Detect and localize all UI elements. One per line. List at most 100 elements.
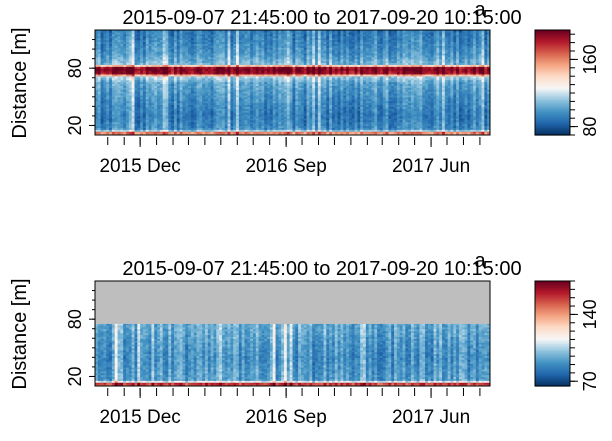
heatmap-cell [171,77,175,81]
heatmap-cell [95,77,99,81]
heatmap-cell [111,129,116,132]
heatmap-cell [326,73,330,77]
heatmap-cell [284,64,288,67]
heatmap-cell [241,100,246,104]
heatmap-cell [284,114,288,117]
heatmap-cell [238,129,243,132]
heatmap-cell [275,85,279,88]
heatmap-cell [95,39,99,43]
heatmap-cell [137,33,141,37]
heatmap-cell [281,83,285,86]
heatmap-cell [216,121,220,125]
heatmap-cell [300,125,305,128]
heatmap-cell [137,112,141,115]
heatmap-cell [241,89,246,92]
heatmap-cell [332,89,336,92]
heatmap-cell [303,64,308,67]
heatmap-cell [106,43,110,46]
heatmap-cell [247,47,251,50]
heatmap-cell [238,121,243,125]
heatmap-cell [140,119,144,123]
heatmap-cell [340,39,344,43]
heatmap-cell [236,37,240,41]
heatmap-cell [233,37,237,41]
heatmap-cell [250,77,254,81]
heatmap-cell [221,133,226,135]
heatmap-cell [224,115,229,119]
heatmap-cell [306,73,311,77]
heatmap-cell [111,112,116,115]
heatmap-cell [269,133,274,135]
heatmap-cell [292,129,296,132]
heatmap-cell [292,33,296,37]
heatmap-cell [320,131,325,134]
heatmap-cell [337,131,342,134]
heatmap-cell [292,96,296,100]
heatmap-cell [317,93,322,96]
heatmap-cell [188,39,192,43]
heatmap-cell [157,43,161,46]
heatmap-cell [123,41,127,44]
heatmap-cell [261,66,265,69]
heatmap-cell [176,91,181,94]
heatmap-cell [258,110,263,113]
heatmap-cell [281,87,285,90]
heatmap-cell [154,73,158,77]
heatmap-cell [202,66,206,69]
heatmap-cell [298,70,302,73]
heatmap-cell [309,75,313,79]
heatmap-cell [348,45,353,48]
heatmap-cell [193,68,198,71]
heatmap-cell [264,52,268,56]
heatmap-cell [300,47,305,50]
heatmap-cell [264,68,268,71]
heatmap-cell [165,129,169,132]
heatmap-cell [182,115,186,119]
heatmap-cell [332,77,336,81]
heatmap-cell [159,39,164,43]
heatmap-cell [298,54,302,58]
heatmap-cell [142,127,147,130]
heatmap-cell [185,87,189,90]
heatmap-cell [103,70,107,73]
heatmap-cell [323,119,327,123]
heatmap-cell [188,72,192,75]
heatmap-cell [193,77,198,81]
heatmap-cell [106,72,110,75]
heatmap-cell [159,37,164,41]
heatmap-cell [289,104,294,107]
heatmap-cell [176,60,181,64]
heatmap-cell [131,79,136,83]
heatmap-cell [202,70,206,73]
heatmap-cell [244,30,248,33]
heatmap-cell [227,106,232,109]
heatmap-cell [278,98,282,102]
heatmap-cell [230,110,234,113]
heatmap-cell [340,41,344,44]
heatmap-cell [199,127,203,130]
heatmap-cell [219,131,223,134]
heatmap-cell [309,49,313,52]
heatmap-cell [346,39,350,43]
heatmap-cell [120,47,124,50]
heatmap-cell [117,119,121,123]
heatmap-cell [255,102,260,106]
heatmap-cell [236,73,240,77]
heatmap-cell [258,100,263,104]
heatmap-cell [154,127,158,130]
heatmap-cell [227,72,232,75]
heatmap-cell [233,41,237,44]
heatmap-cell [128,119,133,123]
heatmap-cell [210,115,215,119]
heatmap-cell [227,114,232,117]
heatmap-cell [238,54,243,58]
heatmap-cell [309,123,313,127]
heatmap-cell [292,123,296,127]
heatmap-cell [233,110,237,113]
heatmap-cell [312,108,316,111]
heatmap-cell [179,49,184,52]
heatmap-cell [230,129,234,132]
heatmap-cell [100,49,105,52]
heatmap-cell [154,54,158,58]
heatmap-cell [109,91,113,94]
